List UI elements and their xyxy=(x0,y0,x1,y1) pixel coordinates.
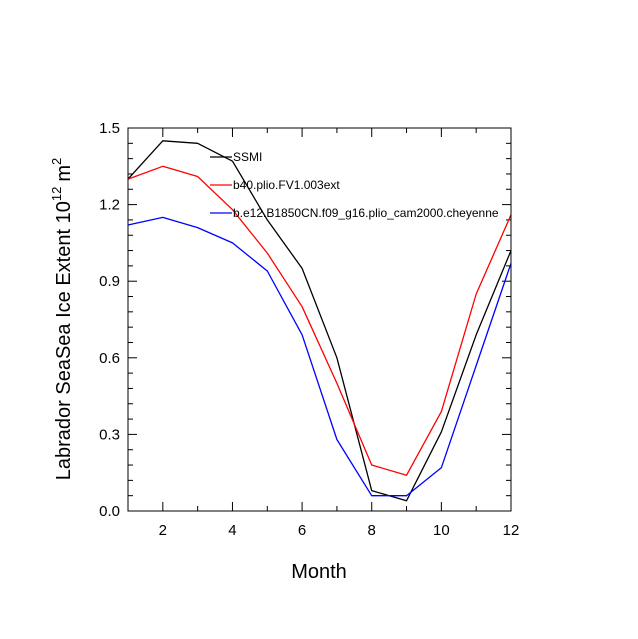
plot-frame xyxy=(127,127,512,512)
legend-entry: b.e12.B1850CN.f09_g16.plio_cam2000.cheye… xyxy=(233,206,499,220)
series-line-b40-plio-fv1-003ext xyxy=(127,165,512,476)
y-axis-label: Labrador SeaSea Ice Extent 1012m2 xyxy=(49,158,75,480)
legend-entry: SSMI xyxy=(233,150,262,164)
y-tick-label: 0.9 xyxy=(99,273,120,290)
tick-labels: 2 4 6 8 10 12 0.0 0.3 0.6 0.9 1.2 1.5 xyxy=(99,120,519,539)
x-tick-label: 4 xyxy=(228,522,236,539)
y-tick-label: 0.3 xyxy=(99,426,120,443)
series-line-b-e12-b1850cn-f09-g16-plio-cam2000-cheyenne xyxy=(127,216,512,497)
x-tick-label: 8 xyxy=(368,522,376,539)
y-tick-label: 0.0 xyxy=(99,503,120,520)
y-tick-label: 1.5 xyxy=(99,120,120,137)
y-tick-label: 1.2 xyxy=(99,197,120,214)
x-axis-label: Month xyxy=(291,561,347,583)
legend: SSMI b40.plio.FV1.003ext b.e12.B1850CN.f09… xyxy=(210,150,499,220)
x-tick-label: 10 xyxy=(433,522,450,539)
series-line-ssmi xyxy=(127,140,512,502)
x-tick-label: 2 xyxy=(159,522,167,539)
y-tick-label: 0.6 xyxy=(99,350,120,367)
series-lines xyxy=(127,140,512,502)
x-tick-label: 12 xyxy=(503,522,520,539)
x-tick-label: 6 xyxy=(298,522,306,539)
legend-entry: b40.plio.FV1.003ext xyxy=(233,178,340,192)
